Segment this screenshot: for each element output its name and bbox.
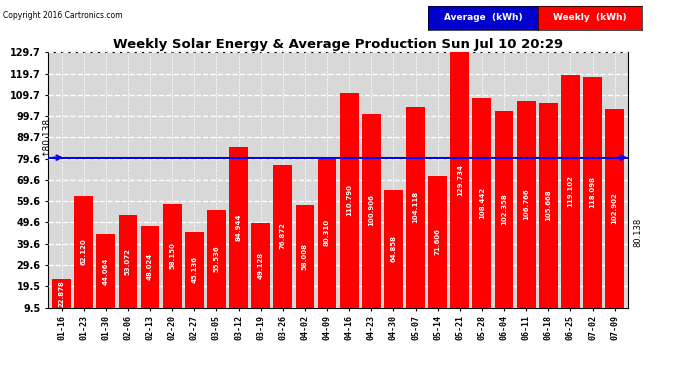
Bar xyxy=(229,147,248,308)
Bar xyxy=(451,53,469,308)
Text: 100.906: 100.906 xyxy=(368,195,374,226)
Text: 58.150: 58.150 xyxy=(169,243,175,269)
Text: 62.120: 62.120 xyxy=(81,238,87,265)
Text: 64.858: 64.858 xyxy=(391,235,397,262)
Text: 102.358: 102.358 xyxy=(501,193,507,225)
Bar xyxy=(207,210,226,308)
Bar xyxy=(52,279,71,308)
Bar xyxy=(163,204,181,308)
Text: 110.790: 110.790 xyxy=(346,184,352,216)
Text: 84.944: 84.944 xyxy=(235,214,242,241)
Text: Average  (kWh): Average (kWh) xyxy=(444,13,522,22)
Text: 76.872: 76.872 xyxy=(279,223,286,249)
Bar xyxy=(75,196,93,308)
Text: 105.668: 105.668 xyxy=(545,190,551,221)
Text: 119.102: 119.102 xyxy=(567,175,573,207)
Bar xyxy=(97,234,115,308)
Bar xyxy=(495,111,513,308)
Text: 129.734: 129.734 xyxy=(457,164,463,196)
Text: 44.064: 44.064 xyxy=(103,257,109,285)
Text: 80.138: 80.138 xyxy=(633,218,642,247)
Text: Weekly  (kWh): Weekly (kWh) xyxy=(553,13,627,22)
Text: 58.008: 58.008 xyxy=(302,243,308,270)
Bar xyxy=(428,176,447,308)
Text: 45.136: 45.136 xyxy=(191,256,197,283)
Bar xyxy=(317,157,337,308)
Bar xyxy=(517,101,535,308)
Text: 55.536: 55.536 xyxy=(213,245,219,272)
Text: 104.118: 104.118 xyxy=(413,191,419,223)
Bar xyxy=(295,205,315,308)
Text: 102.902: 102.902 xyxy=(611,192,618,224)
Text: 108.442: 108.442 xyxy=(479,186,485,219)
Text: 49.128: 49.128 xyxy=(257,252,264,279)
Bar xyxy=(251,224,270,308)
Bar xyxy=(339,93,359,308)
Title: Weekly Solar Energy & Average Production Sun Jul 10 20:29: Weekly Solar Energy & Average Production… xyxy=(113,38,563,51)
Bar xyxy=(406,107,425,307)
Bar xyxy=(583,77,602,308)
Text: 22.878: 22.878 xyxy=(59,280,65,307)
Text: 106.766: 106.766 xyxy=(523,189,529,220)
Bar xyxy=(561,75,580,307)
Bar xyxy=(384,190,403,308)
Bar xyxy=(362,114,381,308)
Text: ↑80.138: ↑80.138 xyxy=(41,116,50,156)
Bar xyxy=(119,215,137,308)
Text: 53.072: 53.072 xyxy=(125,248,131,275)
Bar xyxy=(605,110,624,308)
Bar xyxy=(141,226,159,308)
Bar xyxy=(273,165,292,308)
Text: 48.024: 48.024 xyxy=(147,253,153,280)
Bar xyxy=(539,104,558,308)
Bar xyxy=(473,98,491,308)
Text: 118.098: 118.098 xyxy=(589,176,595,208)
Text: 71.606: 71.606 xyxy=(435,228,441,255)
Bar xyxy=(185,232,204,308)
Text: 80.310: 80.310 xyxy=(324,219,330,246)
Text: Copyright 2016 Cartronics.com: Copyright 2016 Cartronics.com xyxy=(3,11,123,20)
